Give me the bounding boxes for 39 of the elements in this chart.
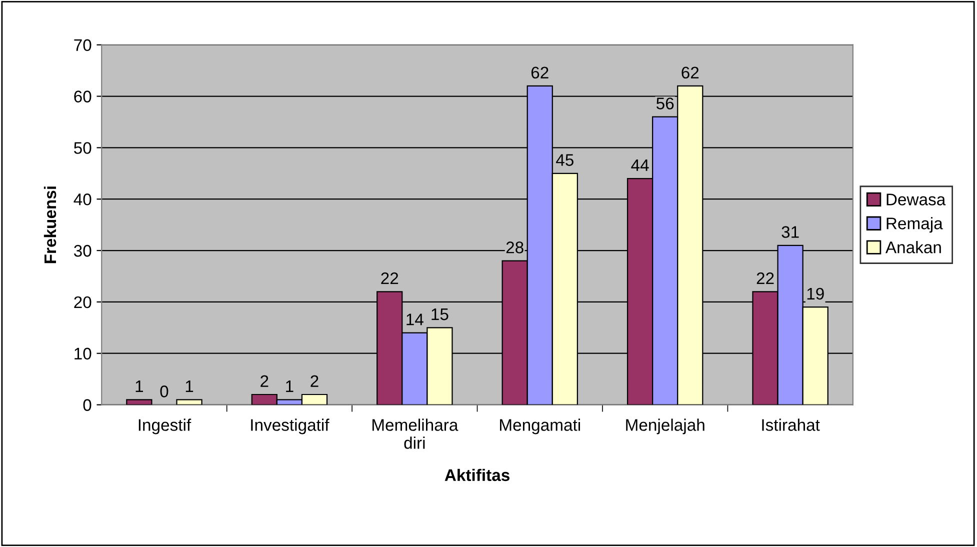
data-label: 1 <box>186 380 194 392</box>
data-label: 22 <box>381 272 398 284</box>
x-tick-label: Memelihara diri <box>372 418 458 449</box>
x-tick-label: Istirahat <box>762 418 820 431</box>
legend-label: Remaja <box>886 217 943 233</box>
x-tick-label: Mengamati <box>500 418 580 434</box>
data-label: 15 <box>432 308 448 320</box>
y-axis-title: Frekuensi <box>44 186 56 264</box>
bar <box>176 399 202 405</box>
data-label: 31 <box>782 226 799 238</box>
y-tick-label: 10 <box>74 348 92 360</box>
data-label: 14 <box>406 314 424 326</box>
y-tick-label: 30 <box>74 244 92 257</box>
data-label: 1 <box>286 380 294 392</box>
data-label: 62 <box>531 66 548 79</box>
x-tick-label: Investigatif <box>251 418 330 434</box>
data-label: 28 <box>506 242 524 254</box>
y-tick-label: 60 <box>74 90 92 102</box>
data-label: 19 <box>807 288 824 300</box>
data-label: 2 <box>310 375 318 387</box>
y-tick-label: 70 <box>74 39 92 52</box>
data-label: 44 <box>631 159 649 171</box>
data-label: 45 <box>556 154 574 166</box>
data-label: 62 <box>682 66 699 79</box>
x-tick-label: Ingestif <box>138 418 192 434</box>
x-tick-label: Menjelajah <box>626 418 704 434</box>
legend-label: Anakan <box>885 241 941 254</box>
y-tick-label: 20 <box>74 296 92 308</box>
data-label: 1 <box>136 380 143 392</box>
y-tick-label: 0 <box>83 399 92 411</box>
data-label: 22 <box>756 272 774 284</box>
data-label: 2 <box>260 375 268 387</box>
x-axis-title: Aktifitas <box>444 468 510 482</box>
bar <box>126 399 152 405</box>
y-tick-label: 50 <box>74 142 92 154</box>
data-label: 0 <box>160 386 168 398</box>
y-tick-label: 40 <box>74 194 92 206</box>
data-label: 56 <box>656 98 674 110</box>
legend-label: Dewasa <box>886 194 946 206</box>
